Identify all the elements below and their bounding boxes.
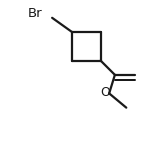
Text: O: O — [101, 86, 111, 99]
Text: Br: Br — [28, 7, 42, 20]
